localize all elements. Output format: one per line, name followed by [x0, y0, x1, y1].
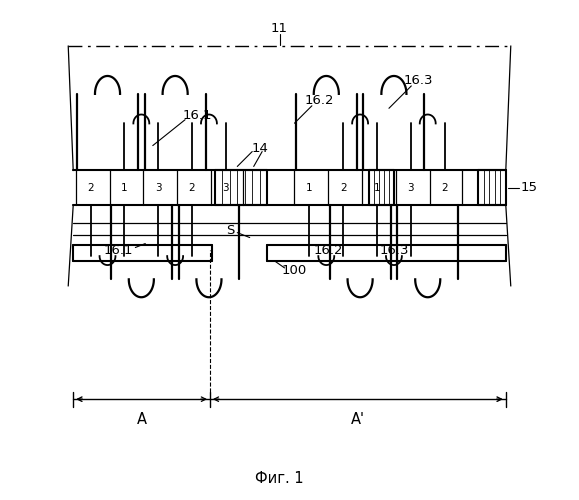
Text: 1: 1 — [306, 183, 313, 193]
Text: 16.3: 16.3 — [404, 74, 434, 88]
Text: 2: 2 — [340, 183, 346, 193]
Text: 16.2: 16.2 — [314, 244, 343, 258]
Text: 14: 14 — [251, 142, 268, 154]
Text: 16.1: 16.1 — [103, 244, 133, 258]
Text: S: S — [226, 224, 234, 236]
Text: 1: 1 — [373, 183, 380, 193]
Text: 1: 1 — [121, 183, 128, 193]
Text: 16.2: 16.2 — [305, 94, 334, 108]
Text: 2: 2 — [441, 183, 448, 193]
Text: 2: 2 — [189, 183, 195, 193]
Text: 2: 2 — [87, 183, 94, 193]
Text: A: A — [137, 412, 146, 426]
Text: 11: 11 — [271, 22, 288, 35]
Text: 3: 3 — [408, 183, 414, 193]
Text: 3: 3 — [155, 183, 162, 193]
Text: 16.1: 16.1 — [183, 110, 212, 122]
Text: Фиг. 1: Фиг. 1 — [255, 471, 304, 486]
Text: 100: 100 — [282, 264, 307, 278]
Text: 15: 15 — [521, 182, 538, 194]
Text: 16.3: 16.3 — [379, 244, 409, 258]
Text: 3: 3 — [222, 183, 229, 193]
Text: A': A' — [351, 412, 365, 426]
